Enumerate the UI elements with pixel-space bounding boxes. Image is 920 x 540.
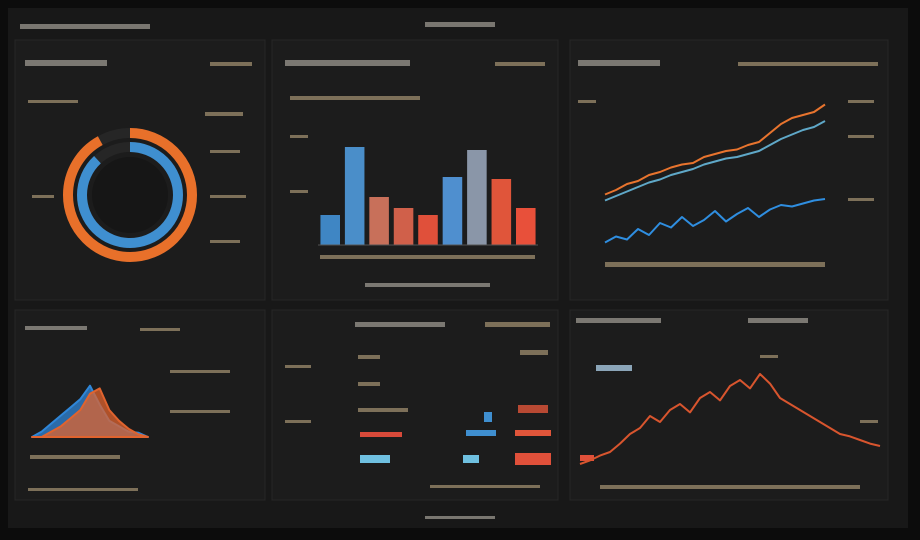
smudge [170,410,230,413]
smudge [463,455,479,463]
panel [14,309,266,501]
smudge [285,60,410,66]
smudge [430,485,540,488]
smudge [290,190,308,193]
smudge [495,62,545,66]
smudge [210,240,240,243]
ring [77,142,183,248]
smudge [738,62,878,66]
smudge [515,430,551,436]
smudge [518,405,548,413]
smudge [25,326,87,330]
smudge [485,322,550,327]
smudge [358,355,380,359]
smudge [466,430,496,436]
smudge [170,370,230,373]
smudge [578,60,660,66]
text-smudges [20,22,878,519]
smudge [285,420,311,423]
smudge [20,24,150,29]
bar [516,208,536,245]
smudge [848,100,874,103]
smudge [596,365,632,371]
line [604,198,826,244]
bar [442,177,463,245]
smudge [28,100,78,103]
donut-center [92,157,168,233]
smudge [140,328,180,331]
smudge [484,412,492,422]
area [31,387,149,438]
smudge [30,455,120,459]
smudge [848,135,874,138]
smudge [320,255,535,259]
smudge [210,150,240,153]
panel [271,39,559,301]
smudge [32,195,54,198]
smudge [520,350,548,355]
smudge [748,318,808,323]
line [579,373,881,465]
smudge [760,355,778,358]
panel [569,39,889,301]
bar [467,150,487,245]
smudge [578,100,596,103]
smudge [576,318,661,323]
bar [320,215,340,245]
bar [491,179,512,245]
smudge [360,432,402,437]
smudge [365,283,490,287]
smudge [600,485,860,489]
smudge [285,365,311,368]
smudge [860,420,878,423]
smudge [515,453,551,465]
smudge [848,198,874,201]
smudge [28,488,138,491]
panel [271,309,559,501]
ring [63,128,197,262]
line [604,120,826,202]
smudge [425,516,495,519]
smudge [210,62,252,66]
smudge [605,262,825,267]
bar [369,197,389,245]
smudge [290,135,308,138]
smudge [25,60,107,66]
bar [418,215,438,245]
smudge [205,112,243,116]
bar [393,208,414,245]
smudge [290,96,420,100]
smudge [355,322,445,327]
smudge [358,382,380,386]
smudge [358,408,408,412]
line [604,103,826,196]
panel [569,309,889,501]
smudge [425,22,495,27]
bar [344,147,365,245]
smudge [210,195,246,198]
smudge [580,455,594,461]
smudge [360,455,390,463]
